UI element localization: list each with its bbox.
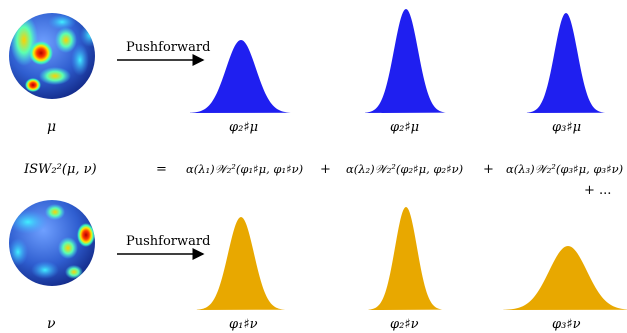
bottom-distribution-2 xyxy=(368,207,444,310)
top-curve-label-3: φ₃♯μ xyxy=(552,120,581,135)
equation-lhs: ISW₂²(μ, ν) xyxy=(23,162,97,177)
sphere-mu-icon xyxy=(9,13,95,99)
bottom-curve-label-1: φ₁♯ν xyxy=(229,317,258,332)
equation-term-2: α(λ₂)𝒲₂²(φ₂♯μ, φ₂♯ν) xyxy=(346,162,463,176)
top-curve-label-2: φ₂♯μ xyxy=(390,120,419,135)
top-distribution-3 xyxy=(526,13,606,113)
sphere-label-nu: ν xyxy=(47,316,56,332)
top-curve-label-1: φ₂♯μ xyxy=(229,120,258,135)
top-distribution-2 xyxy=(365,9,447,113)
equation-equals: = xyxy=(156,162,167,177)
bottom-curve-label-3: φ₃♯ν xyxy=(552,317,581,332)
sphere-nu-icon xyxy=(9,200,95,286)
sphere-label-mu: μ xyxy=(47,119,56,135)
bottom-distribution-3 xyxy=(503,246,627,310)
equation-continuation: + ... xyxy=(584,183,611,198)
top-distribution-1 xyxy=(190,40,292,113)
equation-plus-2: + xyxy=(483,162,494,177)
equation-term-1: α(λ₁)𝒲₂²(φ₁♯μ, φ₁♯ν) xyxy=(186,162,303,176)
pushforward-label-bottom: Pushforward xyxy=(126,234,210,249)
bottom-distribution-1 xyxy=(196,217,286,310)
pushforward-label-top: Pushforward xyxy=(126,40,210,55)
equation-term-3: α(λ₃)𝒲₂²(φ₃♯μ, φ₃♯ν) xyxy=(506,162,623,176)
equation-plus-1: + xyxy=(320,162,331,177)
bottom-curve-label-2: φ₂♯ν xyxy=(390,317,419,332)
